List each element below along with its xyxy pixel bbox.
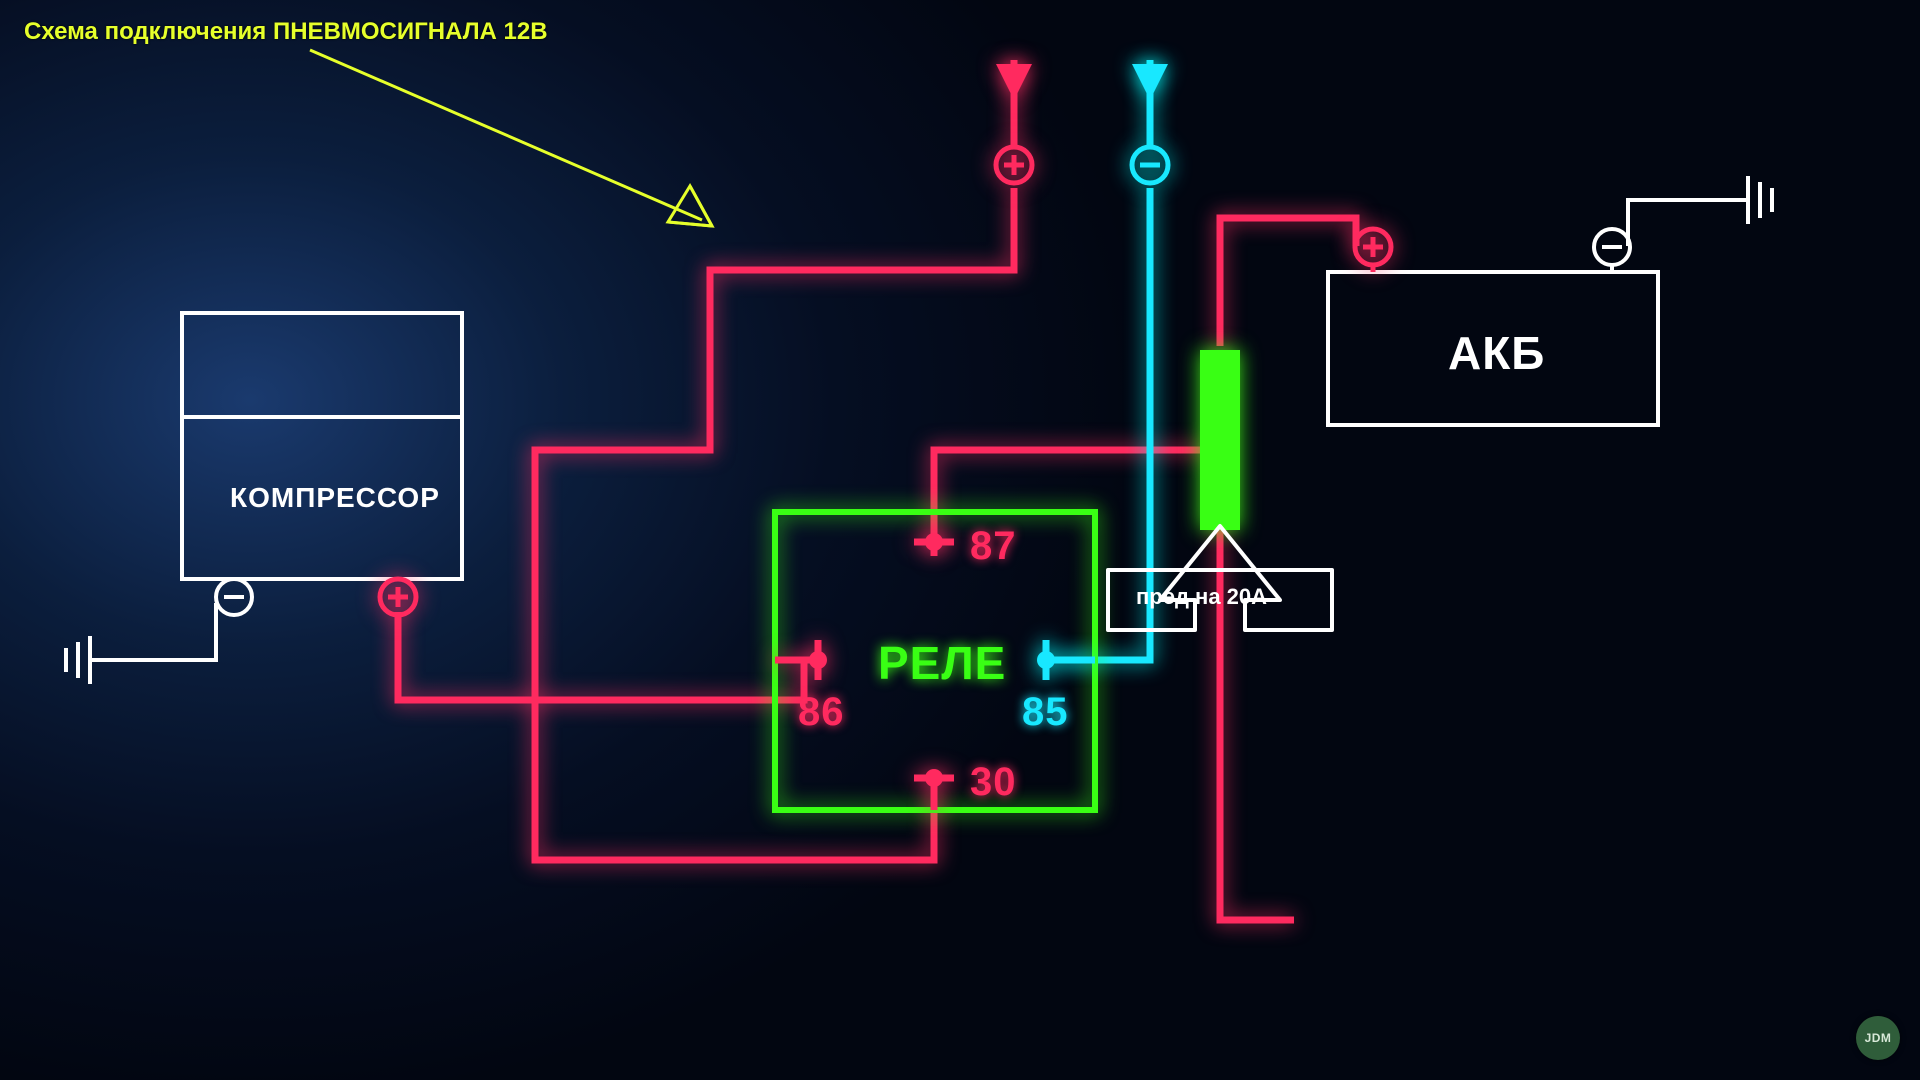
plus-symbol-top [996,147,1032,183]
fuse-label: пред на 20А [1136,584,1267,610]
pin-label-85: 85 [1022,690,1069,735]
ground-right [1628,176,1772,246]
relay-pin-87 [914,533,954,551]
compressor-label: КОМПРЕССОР [230,482,440,514]
wire-fuse-to-akb [1220,218,1356,346]
pin-label-86: 86 [798,690,845,735]
arrow-plus-in [996,64,1032,100]
wiring-svg [0,0,1920,1080]
title-arrow [310,50,712,226]
compressor-minus-terminal [216,579,252,615]
compressor-box [182,313,462,579]
battery-label: АКБ [1448,326,1545,380]
ground-left [66,603,216,684]
arrow-minus-in [1132,64,1168,100]
fuse-body [1200,350,1240,530]
relay-pin-85 [1037,640,1095,680]
battery-plus-terminal [1355,229,1391,272]
relay-pin-30 [914,769,954,810]
diagram-canvas: Схема подключения ПНЕВМОСИГНАЛА 12В [0,0,1920,1080]
pin-label-30: 30 [970,760,1017,805]
compressor-plus-terminal [380,579,416,615]
minus-symbol-top [1132,147,1168,183]
battery-minus-terminal [1594,229,1630,272]
pin-label-87: 87 [970,524,1017,569]
relay-label: РЕЛЕ [878,636,1006,690]
wire-pin86 [398,614,804,700]
logo-badge: JDM [1856,1016,1900,1060]
